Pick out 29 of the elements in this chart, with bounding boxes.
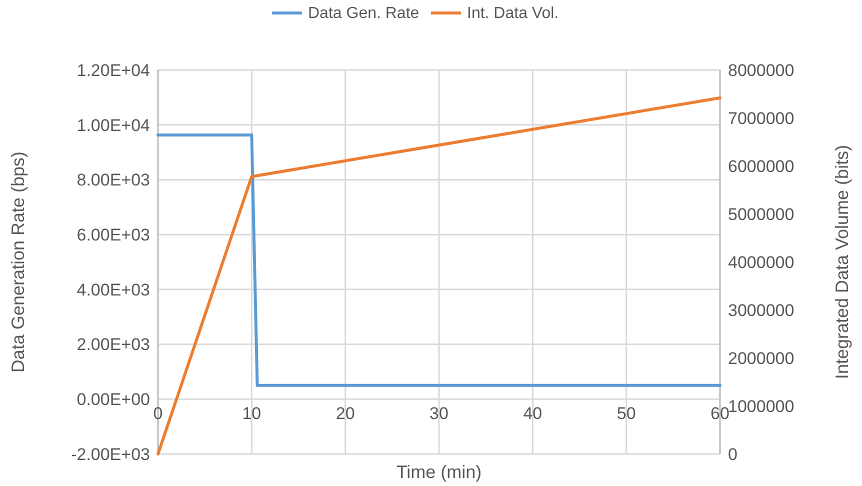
y2-tick-label: 2000000 [728, 348, 794, 368]
y2-tick-label: 4000000 [728, 252, 794, 272]
x-axis-title: Time (min) [396, 462, 482, 482]
y-tick-label: 1.00E+04 [76, 116, 150, 135]
x-tick-label: 60 [710, 404, 730, 424]
y-axis-title: Data Generation Rate (bps) [8, 151, 28, 373]
y-tick-label: -2.00E+03 [71, 444, 150, 464]
y2-tick-label: 8000000 [728, 60, 794, 80]
y2-tick-label: 0 [728, 444, 738, 464]
y2-axis-title: Integrated Data Volume (bits) [832, 144, 852, 380]
y-tick-label: 1.20E+04 [76, 60, 150, 80]
x-tick-label: 40 [523, 404, 542, 424]
x-tick-label: 30 [430, 404, 448, 424]
y-tick-label: 6.00E+03 [76, 226, 150, 245]
legend-label: Data Gen. Rate [308, 5, 420, 22]
x-tick-label: 10 [242, 404, 262, 424]
y-tick-label: 8.00E+03 [76, 170, 150, 190]
x-tick-label: 0 [153, 404, 163, 424]
y2-tick-label: 3000000 [728, 300, 794, 320]
x-tick-label: 50 [616, 404, 636, 424]
y2-tick-label: 5000000 [728, 204, 794, 224]
y2-tick-label: 6000000 [728, 156, 794, 176]
y-tick-label: 0.00E+00 [76, 390, 150, 410]
legend-label: Int. Data Vol. [467, 5, 559, 22]
y2-tick-label: 1000000 [728, 396, 794, 416]
y-tick-label: 4.00E+03 [76, 280, 150, 300]
y-tick-label: 2.00E+03 [76, 335, 150, 354]
x-tick-label: 20 [336, 404, 355, 424]
y2-tick-label: 7000000 [728, 108, 794, 128]
